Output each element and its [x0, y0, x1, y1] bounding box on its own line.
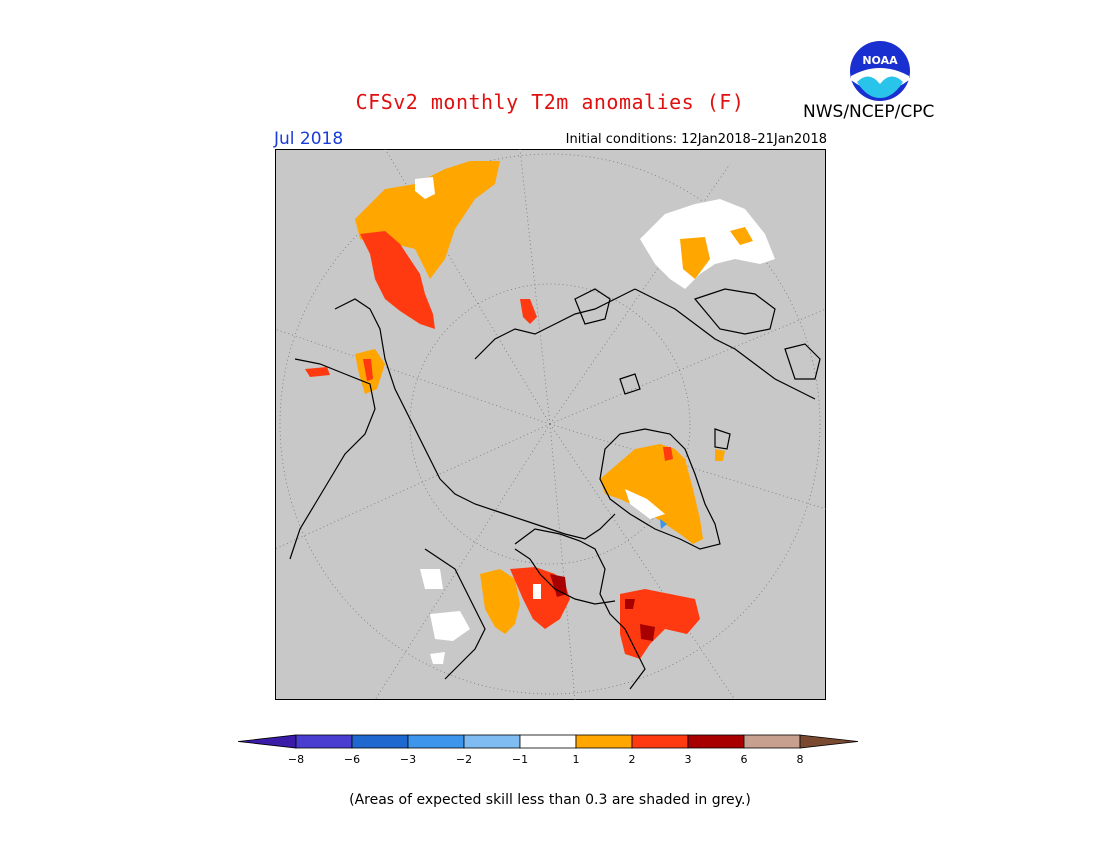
region-na-white-1	[430, 611, 470, 641]
region-greenland-blue	[660, 519, 667, 529]
legend-bin	[351, 734, 409, 749]
legend-tick-label: −8	[288, 753, 304, 766]
legend-bin	[575, 734, 633, 749]
agency-label: NWS/NCEP/CPC	[803, 102, 935, 122]
legend-tick-label: 6	[741, 753, 748, 766]
noaa-logo: NOAA	[850, 41, 910, 101]
color-legend: −8 −6 −3 −2 −1 1 2 3 6 8	[238, 734, 859, 766]
region-na-central-dark	[550, 574, 567, 597]
region-na-central-white	[533, 584, 541, 599]
graticule	[275, 149, 826, 700]
region-greenland-white	[625, 489, 665, 519]
legend-tick-label: −6	[344, 753, 360, 766]
legend-bin	[519, 734, 577, 749]
region-na-east-dark	[640, 624, 655, 641]
region-greenland-hot	[663, 447, 673, 461]
legend-tick-label: 1	[573, 753, 580, 766]
legend-bin	[407, 734, 465, 749]
region-europe-hot	[360, 231, 435, 329]
region-europe-white	[415, 177, 435, 199]
initial-conditions: Initial conditions: 12Jan2018–21Jan2018	[565, 132, 827, 147]
legend-bin	[743, 734, 801, 749]
logo-text: NOAA	[862, 54, 898, 67]
legend-tick-label: −3	[400, 753, 416, 766]
region-na-west-warm	[480, 569, 520, 634]
legend-ticks: −8 −6 −3 −2 −1 1 2 3 6 8	[288, 753, 804, 766]
coastlines	[289, 288, 821, 690]
legend-bin-high-end	[799, 734, 859, 749]
region-na-east-dark-2	[625, 599, 635, 609]
region-asia-white	[640, 199, 775, 289]
region-baltic	[520, 299, 537, 324]
region-na-white-3	[430, 652, 445, 664]
legend-tick-label: −2	[456, 753, 472, 766]
legend-tick-label: 3	[685, 753, 692, 766]
region-iceland	[715, 449, 725, 461]
polar-map	[275, 149, 826, 700]
legend-bin	[631, 734, 689, 749]
legend-bin	[295, 734, 353, 749]
region-greenland-warm	[600, 444, 703, 544]
legend-bins	[238, 734, 859, 749]
anomaly-regions	[305, 161, 775, 664]
legend-tick-label: 2	[629, 753, 636, 766]
region-middle-east-hot	[363, 359, 373, 381]
region-caspian	[305, 367, 330, 377]
region-na-east-hot	[620, 589, 700, 659]
legend-tick-label: −1	[512, 753, 528, 766]
map-title: CFSv2 monthly T2m anomalies (F)	[355, 90, 745, 114]
region-asia-warm	[680, 237, 710, 279]
legend-bin-low-end	[238, 734, 297, 749]
forecast-month: Jul 2018	[274, 129, 344, 149]
legend-bin	[687, 734, 745, 749]
legend-bin	[463, 734, 521, 749]
skill-footnote: (Areas of expected skill less than 0.3 a…	[349, 792, 751, 808]
region-asia-warm-2	[730, 227, 753, 245]
region-na-white-2	[420, 569, 443, 589]
region-europe-warm	[355, 161, 500, 279]
legend-tick-label: 8	[797, 753, 804, 766]
